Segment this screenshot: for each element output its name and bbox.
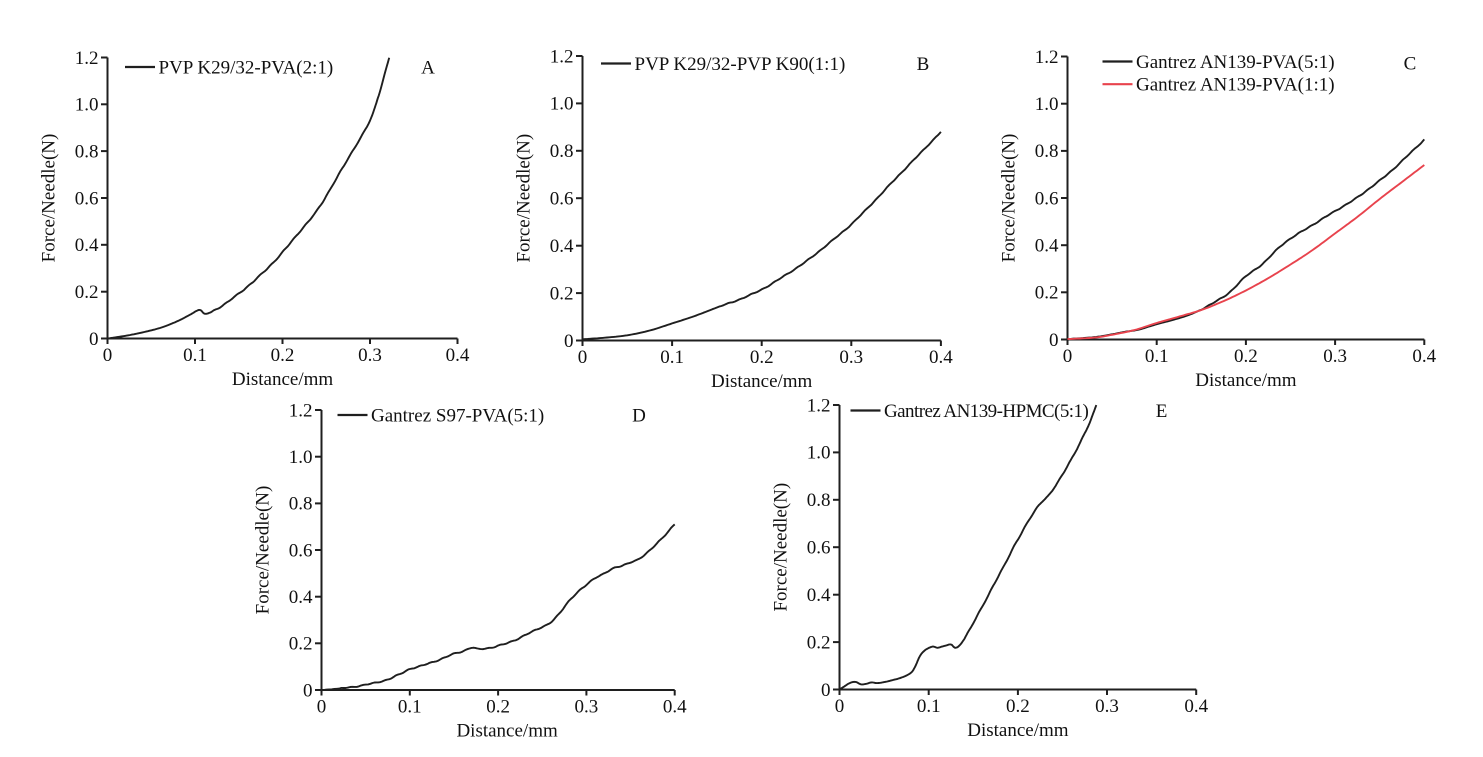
svg-text:0: 0: [1063, 346, 1073, 367]
svg-text:0.6: 0.6: [1035, 188, 1059, 209]
svg-text:0.2: 0.2: [289, 634, 313, 655]
svg-text:PVP K29/32-PVA(2:1): PVP K29/32-PVA(2:1): [159, 58, 334, 79]
svg-text:Distance/mm: Distance/mm: [456, 721, 558, 742]
svg-text:0.4: 0.4: [289, 587, 313, 608]
svg-text:1.2: 1.2: [807, 395, 831, 416]
svg-text:Force/Needle(N): Force/Needle(N): [771, 483, 792, 612]
svg-text:PVP K29/32-PVP K90(1:1): PVP K29/32-PVP K90(1:1): [635, 54, 846, 75]
svg-text:0.1: 0.1: [1145, 346, 1169, 367]
svg-text:Gantrez AN139-PVA(5:1): Gantrez AN139-PVA(5:1): [1136, 52, 1335, 73]
svg-text:0.4: 0.4: [446, 345, 470, 366]
svg-text:0.2: 0.2: [75, 282, 99, 303]
svg-text:0: 0: [821, 680, 831, 701]
svg-text:0.4: 0.4: [550, 236, 574, 257]
svg-text:Force/Needle(N): Force/Needle(N): [514, 134, 535, 263]
svg-text:1.0: 1.0: [1035, 94, 1059, 115]
svg-text:E: E: [1156, 401, 1168, 422]
svg-text:Gantrez S97-PVA(5:1): Gantrez S97-PVA(5:1): [371, 406, 544, 427]
svg-text:0: 0: [103, 345, 113, 366]
svg-text:0.8: 0.8: [1035, 141, 1059, 162]
svg-text:0.3: 0.3: [839, 347, 863, 368]
svg-text:0.2: 0.2: [550, 283, 574, 304]
svg-text:0.8: 0.8: [289, 494, 313, 515]
svg-text:D: D: [632, 406, 646, 427]
svg-text:0: 0: [835, 696, 845, 717]
svg-text:0.3: 0.3: [358, 345, 382, 366]
svg-text:1.2: 1.2: [75, 48, 99, 69]
svg-text:Gantrez AN139-PVA(1:1): Gantrez AN139-PVA(1:1): [1136, 75, 1335, 96]
svg-text:0.4: 0.4: [1184, 696, 1208, 717]
svg-text:1.2: 1.2: [1035, 47, 1059, 68]
svg-text:Distance/mm: Distance/mm: [711, 371, 813, 392]
svg-text:0.2: 0.2: [1234, 346, 1258, 367]
svg-text:0.4: 0.4: [1035, 236, 1059, 257]
svg-text:0.6: 0.6: [289, 540, 313, 561]
svg-text:0.2: 0.2: [1035, 283, 1059, 304]
svg-text:0.2: 0.2: [486, 697, 510, 718]
svg-text:0.4: 0.4: [663, 697, 687, 718]
svg-text:0.1: 0.1: [398, 697, 422, 718]
svg-text:0.3: 0.3: [575, 697, 599, 718]
svg-text:0.3: 0.3: [1095, 696, 1119, 717]
svg-text:0.4: 0.4: [807, 585, 831, 606]
svg-text:0.3: 0.3: [1323, 346, 1347, 367]
svg-text:1.0: 1.0: [807, 443, 831, 464]
svg-text:0.2: 0.2: [1006, 696, 1030, 717]
svg-text:Distance/mm: Distance/mm: [232, 369, 334, 390]
svg-text:0.1: 0.1: [660, 347, 684, 368]
svg-text:0.4: 0.4: [1412, 346, 1436, 367]
svg-text:Force/Needle(N): Force/Needle(N): [253, 486, 274, 615]
svg-text:0.4: 0.4: [75, 235, 99, 256]
svg-text:0.6: 0.6: [550, 189, 574, 210]
svg-text:0.1: 0.1: [917, 696, 941, 717]
svg-text:0: 0: [1049, 330, 1059, 351]
svg-text:Force/Needle(N): Force/Needle(N): [39, 134, 60, 263]
svg-text:0: 0: [564, 331, 574, 352]
svg-text:1.0: 1.0: [289, 447, 313, 468]
svg-text:0: 0: [317, 697, 327, 718]
svg-text:0: 0: [303, 680, 313, 701]
svg-text:0.8: 0.8: [75, 141, 99, 162]
svg-text:Distance/mm: Distance/mm: [967, 720, 1069, 741]
svg-text:0.1: 0.1: [183, 345, 207, 366]
svg-text:B: B: [917, 54, 930, 75]
svg-text:0.8: 0.8: [807, 490, 831, 511]
svg-text:0.8: 0.8: [550, 141, 574, 162]
svg-text:1.0: 1.0: [550, 94, 574, 115]
svg-text:0.2: 0.2: [807, 632, 831, 653]
svg-text:1.2: 1.2: [289, 400, 313, 421]
svg-text:0.6: 0.6: [75, 188, 99, 209]
svg-text:A: A: [421, 58, 435, 79]
svg-text:0: 0: [89, 329, 99, 350]
svg-text:0.2: 0.2: [271, 345, 295, 366]
svg-text:0.2: 0.2: [750, 347, 774, 368]
svg-text:1.0: 1.0: [75, 95, 99, 116]
svg-text:1.2: 1.2: [550, 46, 574, 67]
svg-text:0.6: 0.6: [807, 538, 831, 559]
svg-text:C: C: [1404, 54, 1417, 75]
svg-text:0.4: 0.4: [929, 347, 953, 368]
svg-text:Gantrez AN139-HPMC(5:1): Gantrez AN139-HPMC(5:1): [884, 401, 1088, 422]
svg-text:0: 0: [578, 347, 588, 368]
svg-text:Force/Needle(N): Force/Needle(N): [999, 134, 1020, 263]
svg-text:Distance/mm: Distance/mm: [1195, 370, 1297, 391]
